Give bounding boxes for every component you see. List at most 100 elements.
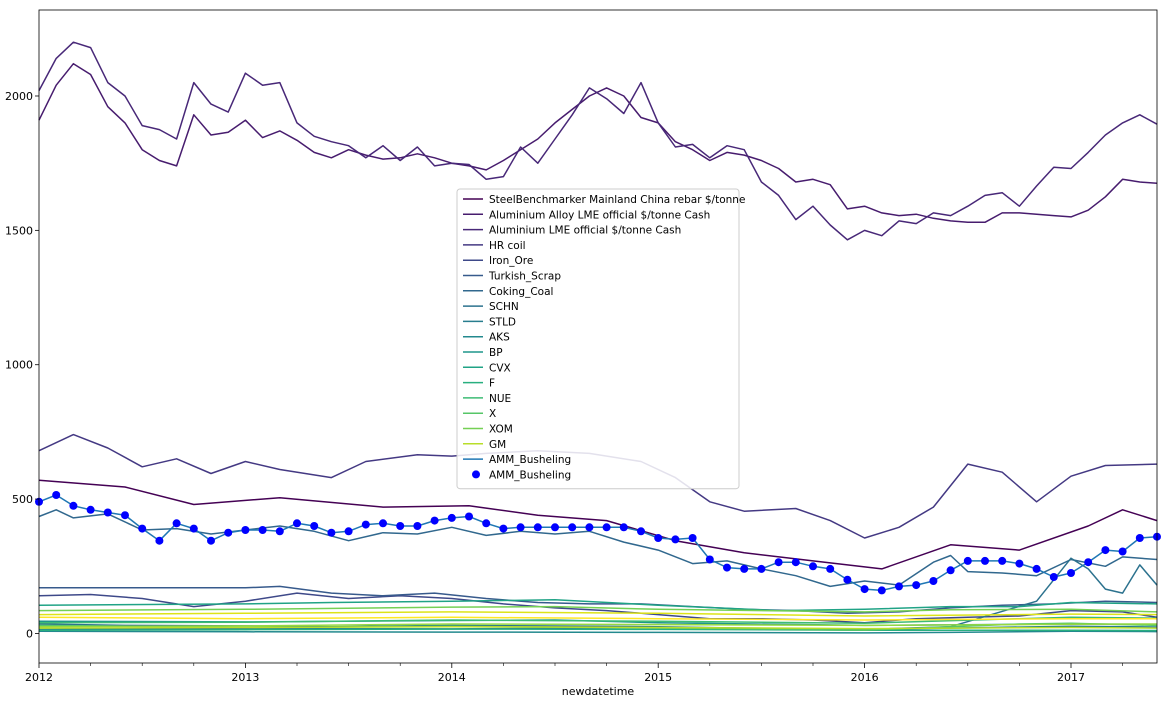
legend-item: AMM_Busheling [463,454,571,466]
series-line [38,599,1158,612]
series-12 [38,628,1158,632]
x-tick-label: 2014 [438,671,466,684]
data-point [826,564,835,573]
y-tick-label: 1000 [5,359,33,372]
data-point [843,575,852,584]
legend-swatch [472,470,480,479]
data-point [705,555,714,564]
legend-item: BP [463,347,503,359]
legend-label: Aluminium LME official $/tonne Cash [489,225,681,237]
data-point [413,522,422,530]
data-point [860,585,869,594]
data-point [551,523,559,532]
data-point [895,582,903,591]
data-point [946,566,955,575]
legend-item: XOM [463,424,513,436]
series-13 [38,616,1158,624]
series-line [38,616,1157,621]
legend-label: GM [489,439,506,451]
series-line [38,62,1158,224]
data-point [1032,564,1041,573]
data-point [1049,573,1058,581]
series-line [38,623,1158,628]
data-point [602,523,611,532]
data-point [155,536,164,545]
data-point [1101,546,1110,555]
legend-item: HR coil [463,240,526,252]
data-point [224,528,233,537]
data-point [981,556,989,565]
data-point [516,523,525,532]
series-line [38,605,1158,613]
data-point [482,519,491,528]
legend-item: SteelBenchmarker Mainland China rebar $/… [463,194,745,206]
legend-label: F [489,378,495,390]
data-point [52,491,61,499]
series-layer [35,41,1161,634]
series-16 [38,623,1158,628]
data-point [1015,559,1024,568]
data-point [189,524,198,533]
legend-item: X [463,408,496,420]
data-point [396,522,405,530]
series-line [38,630,1158,634]
series-2 [38,41,1158,241]
data-point [533,523,542,532]
series-line [38,611,1158,617]
data-point [379,519,387,528]
data-point [447,513,456,522]
data-point [757,564,766,573]
legend-box [456,188,740,490]
data-point [740,564,749,573]
data-point [1084,558,1093,567]
legend-label: SteelBenchmarker Mainland China rebar $/… [489,194,745,206]
data-point [912,581,921,590]
data-point [637,527,645,536]
data-point [654,534,663,542]
data-point [1135,534,1144,542]
legend-item: SCHN [463,301,519,313]
legend-label: Coking_Coal [489,286,553,298]
x-tick-label: 2013 [231,671,259,684]
data-point [499,524,508,533]
legend-label: NUE [489,393,511,405]
series-line [38,41,1158,241]
data-point [430,516,439,525]
legend-label: STLD [489,316,516,328]
data-point [172,519,181,528]
data-point [310,522,319,530]
legend-item: Turkish_Scrap [463,271,561,283]
legend-item: NUE [463,393,511,405]
data-point [258,526,267,534]
data-point [585,523,594,532]
data-point [465,512,473,521]
data-point [293,519,301,528]
legend-label: Iron_Ore [489,255,533,267]
series-9 [38,630,1158,634]
series-21 [35,491,1161,595]
data-point [138,524,147,533]
data-point [1118,547,1127,556]
legend-item: Coking_Coal [463,286,553,298]
legend-label: CVX [489,362,511,374]
legend-item: CVX [463,362,511,374]
legend-item: Iron_Ore [463,255,533,267]
plot-frame [38,9,1158,664]
x-tick-label: 2017 [1057,671,1085,684]
legend-item: STLD [463,316,516,328]
data-point [619,523,628,532]
legend-label: Turkish_Scrap [488,271,561,283]
data-point [344,527,353,536]
data-point [671,535,680,544]
data-point [963,556,972,565]
series-line [38,616,1158,624]
data-point [241,526,250,534]
series-1 [38,62,1158,224]
legend-label: AMM_Busheling [489,469,571,481]
series-17 [38,625,1158,630]
data-point [327,528,336,537]
legend-item: Aluminium LME official $/tonne Cash [463,225,681,237]
data-point [568,523,577,532]
data-point [361,520,370,529]
